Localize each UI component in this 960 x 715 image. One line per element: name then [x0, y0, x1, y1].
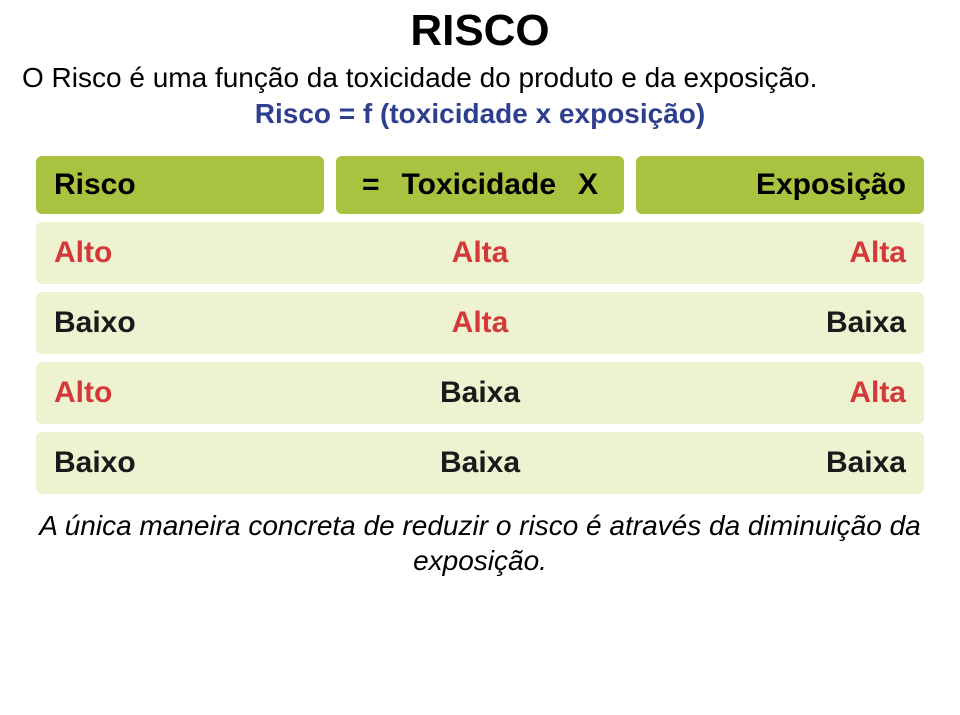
cell-toxicidade: Baixa	[338, 446, 622, 480]
table-row: AltoAltaAlta	[36, 222, 924, 284]
header-cell-exposicao: Exposição	[636, 156, 924, 214]
header-label-risco: Risco	[54, 168, 136, 202]
cell-exposicao: Alta	[622, 236, 906, 270]
header-cell-risco: Risco	[36, 156, 324, 214]
subtitle-text: O Risco é uma função da toxicidade do pr…	[22, 60, 938, 96]
cell-toxicidade: Alta	[338, 306, 622, 340]
footer-line-2: exposição.	[413, 545, 547, 576]
multiply-sign: X	[578, 168, 598, 202]
cell-risco: Alto	[54, 236, 338, 270]
cell-toxicidade: Baixa	[338, 376, 622, 410]
cell-risco: Baixo	[54, 306, 338, 340]
footer-text: A única maneira concreta de reduzir o ri…	[22, 508, 938, 578]
table-row: BaixoAltaBaixa	[36, 292, 924, 354]
cell-exposicao: Baixa	[622, 446, 906, 480]
cell-risco: Baixo	[54, 446, 338, 480]
risk-table: Risco = Toxicidade X Exposição AltoAltaA…	[22, 156, 938, 494]
cell-toxicidade: Alta	[338, 236, 622, 270]
cell-risco: Alto	[54, 376, 338, 410]
header-label-toxicidade: Toxicidade	[402, 168, 556, 202]
footer-line-1: A única maneira concreta de reduzir o ri…	[39, 510, 920, 541]
table-row: AltoBaixaAlta	[36, 362, 924, 424]
table-row: BaixoBaixaBaixa	[36, 432, 924, 494]
header-cell-toxicidade: = Toxicidade X	[336, 156, 624, 214]
cell-exposicao: Alta	[622, 376, 906, 410]
formula-text: Risco = f (toxicidade x exposição)	[22, 98, 938, 130]
header-label-exposicao: Exposição	[756, 168, 906, 202]
equals-sign: =	[362, 168, 380, 202]
page-title: RISCO	[22, 6, 938, 56]
table-header-row: Risco = Toxicidade X Exposição	[36, 156, 924, 214]
cell-exposicao: Baixa	[622, 306, 906, 340]
